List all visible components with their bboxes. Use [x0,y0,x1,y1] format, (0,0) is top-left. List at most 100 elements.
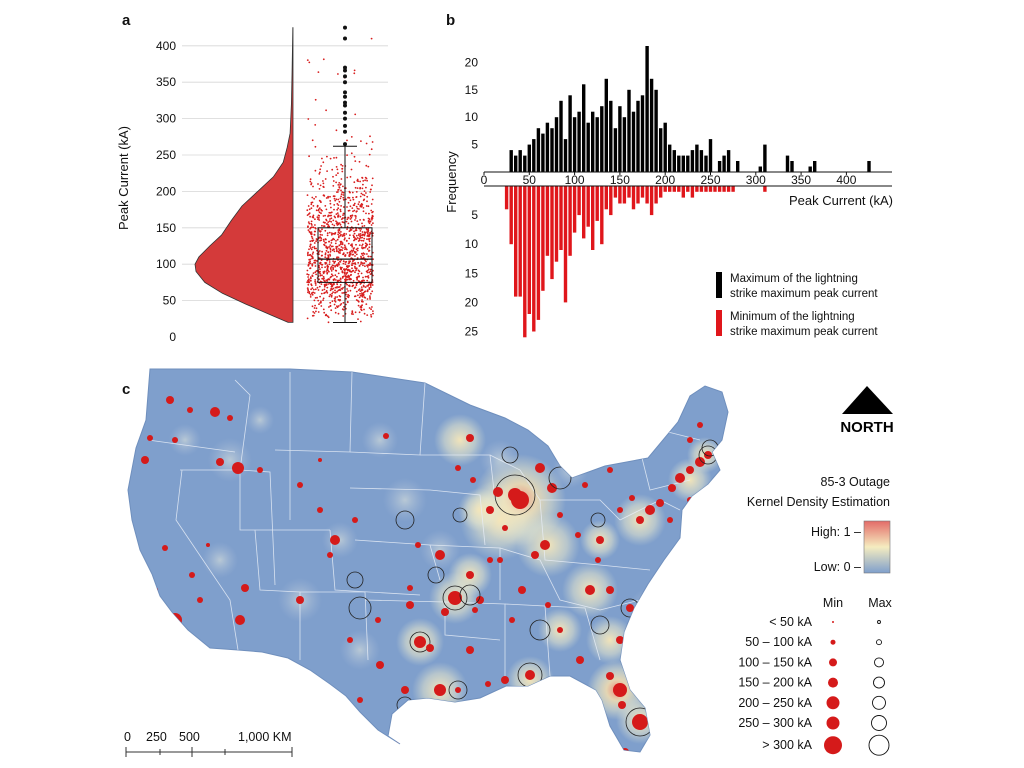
jitter-point [331,223,334,226]
panel-a-label: a [122,12,131,29]
jitter-point [354,160,357,163]
jitter-point [372,312,374,315]
jitter-point [367,276,370,279]
jitter-point [325,223,328,225]
bar-max [627,89,631,172]
x-tick-label: 400 [836,173,856,187]
jitter-point [335,213,338,216]
jitter-point [321,266,323,269]
jitter-point [362,257,365,259]
jitter-point [340,242,342,245]
jitter-point [317,218,319,221]
jitter-point [336,286,338,289]
min-dot-marker [497,557,503,563]
jitter-point [368,246,371,249]
jitter-point [342,198,345,201]
jitter-point [365,164,368,167]
jitter-point [370,308,372,311]
jitter-point [357,280,360,282]
jitter-point [357,299,359,302]
jitter-point [327,321,330,324]
bar-max [722,155,726,172]
jitter-point [339,289,342,292]
legend-min-line1: Minimum of the lightning [730,311,855,323]
jitter-point [357,289,360,291]
y-tick-label: 350 [156,75,176,89]
jitter-point [310,248,313,251]
jitter-point [309,267,312,270]
jitter-point [340,218,343,221]
jitter-point [341,249,344,252]
jitter-point [325,238,327,241]
jitter-point [324,314,327,317]
jitter-point [354,263,357,265]
jitter-point [306,253,309,255]
jitter-point [324,221,326,224]
jitter-point [350,271,353,273]
jitter-point [335,279,337,281]
jitter-point [312,288,315,291]
kde-high-label: High: 1 – [811,525,861,539]
jitter-point [311,305,314,308]
jitter-point [309,243,312,246]
max-ring-marker [452,507,468,523]
min-dot-marker [296,596,304,604]
jitter-point [343,244,346,247]
jitter-point [337,189,339,191]
jitter-point [314,297,317,299]
bar-max [690,150,695,172]
jitter-point [331,245,334,248]
jitter-point [345,239,348,242]
bar-max [704,155,708,172]
jitter-point [372,258,374,261]
jitter-point [343,306,345,308]
jitter-point [335,245,338,248]
jitter-point [326,269,329,271]
jitter-point [334,274,337,277]
jitter-point [331,292,333,295]
jitter-point [316,216,319,219]
bar-min [627,186,631,198]
jitter-point [361,231,364,233]
jitter-point [349,218,352,220]
jitter-point [329,244,332,247]
jitter-point [356,277,358,280]
jitter-point [326,267,329,270]
jitter-point [308,292,311,295]
bar-min [722,186,726,192]
jitter-point [311,201,314,204]
jitter-point [347,275,350,277]
jitter-point [330,242,333,244]
jitter-point [310,235,313,238]
jitter-point [344,274,347,277]
jitter-point [314,280,316,283]
jitter-point [346,206,348,208]
jitter-point [332,268,335,270]
jitter-point [307,205,310,207]
jitter-point [314,124,317,126]
jitter-point [337,231,340,233]
max-ring-marker [427,566,445,584]
y-tick-label-lower: 5 [471,208,478,222]
jitter-point [321,289,324,291]
jitter-point [371,284,374,286]
jitter-point [331,168,334,171]
jitter-point [308,212,311,215]
jitter-point [328,295,331,298]
jitter-point [353,202,356,205]
jitter-point [309,262,312,265]
jitter-point [350,249,353,252]
jitter-point [335,181,337,184]
jitter-point [310,207,313,210]
border-line [599,599,641,611]
jitter-point [353,181,356,184]
legend-max-swatch [716,272,722,298]
jitter-point [322,58,325,61]
jitter-point [354,255,356,257]
bar-max [699,150,704,172]
jitter-point [363,237,366,240]
jitter-point [318,266,320,269]
jitter-point [333,157,335,159]
jitter-point [353,251,356,253]
min-dot-marker [607,467,613,473]
